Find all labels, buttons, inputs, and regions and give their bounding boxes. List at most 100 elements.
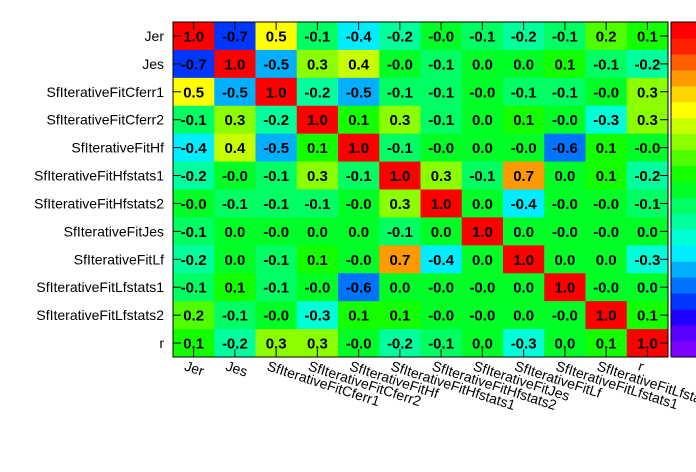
cell-value: 0.1 (596, 336, 617, 353)
cell-value: -0.1 (387, 140, 413, 157)
heatmap-cell (296, 77, 339, 107)
heatmap-cell (585, 301, 628, 330)
heatmap-cell (255, 133, 298, 163)
cell-value: 1.0 (389, 168, 410, 185)
color-scale-band (671, 341, 696, 358)
cell-value: -0.0 (263, 224, 289, 241)
heatmap-cell (544, 217, 586, 246)
heatmap-cell (338, 49, 380, 79)
cell-value: -0.2 (263, 112, 289, 129)
cell-value: 0.3 (307, 336, 328, 353)
cell-value: 0.3 (307, 56, 328, 73)
cell-value: 0.0 (472, 252, 493, 269)
heatmap-cell (379, 245, 421, 274)
heatmap-cell (214, 273, 256, 302)
cell-value: 0.0 (472, 56, 493, 73)
cell-value: -0.1 (428, 84, 454, 101)
heatmap-cell (503, 273, 545, 302)
heatmap-cell (338, 189, 380, 218)
cell-value: 0.0 (472, 112, 493, 129)
heatmap-cell (420, 133, 463, 163)
y-tick-label: SfIterativeFitHfstats2 (34, 195, 164, 211)
color-scale-band (671, 325, 696, 342)
cell-value: 0.1 (596, 168, 617, 185)
heatmap-cell (461, 105, 504, 135)
color-scale-band (671, 133, 696, 151)
heatmap-cell (338, 301, 380, 330)
heatmap-cell (255, 49, 298, 79)
cell-value: 0.0 (637, 280, 658, 297)
heatmap-cell (338, 105, 380, 135)
heatmap-cell (338, 273, 380, 302)
heatmap-cell (214, 49, 256, 79)
heatmap-cell (461, 161, 504, 190)
heatmap-cell (503, 77, 545, 107)
cell-value: 0.0 (348, 224, 369, 241)
y-tick-label: SfIterativeFitJes (64, 223, 164, 239)
cell-value: -0.4 (511, 196, 538, 213)
cell-value: -0.6 (346, 280, 372, 297)
x-tick-label: Jes (224, 358, 250, 380)
color-scale-band (671, 309, 696, 326)
cell-value-labels: 1.0 -0.7 0.5 -0.1 -0.4 -0.2 -0.0 -0.1 -0.2 -0.1 0.… (181, 28, 661, 352)
cell-value: -0.0 (634, 140, 660, 157)
cell-value: -0.1 (346, 168, 372, 185)
heatmap-cell (379, 161, 421, 190)
cell-value: -0.0 (469, 280, 495, 297)
cell-value: -0.0 (428, 308, 454, 325)
color-scale-band (671, 165, 696, 183)
cell-value: -0.0 (469, 84, 495, 101)
cell-value: -0.1 (552, 28, 578, 45)
cell-value: 0.3 (307, 168, 328, 185)
heatmap-cell (296, 301, 339, 330)
cell-value: 0.3 (389, 196, 410, 213)
heatmap-cell (296, 189, 339, 218)
heatmap-cell (420, 105, 463, 135)
cell-value: -0.1 (511, 84, 537, 101)
y-tick-label: r (159, 335, 164, 351)
color-scale-band (671, 181, 696, 198)
heatmap-cell (255, 245, 298, 274)
cell-value: 0.3 (266, 336, 287, 353)
y-tick-label: SfIterativeFitLfstats2 (36, 307, 164, 323)
heatmap-cell (379, 133, 421, 163)
cell-value: -0.1 (263, 196, 289, 213)
heatmap-cell (379, 217, 421, 246)
heatmap-cell (544, 133, 586, 163)
cell-value: 0.3 (637, 84, 658, 101)
heatmap-cell (338, 77, 380, 107)
heatmap-cell (420, 189, 463, 218)
cell-value: -0.0 (552, 224, 578, 241)
heatmap-cell (338, 161, 380, 190)
cell-value: -0.1 (387, 84, 413, 101)
cell-value: -0.0 (511, 140, 537, 157)
color-scale-band (671, 261, 696, 278)
cell-value: 1.0 (183, 28, 204, 45)
cell-value: -0.1 (181, 224, 207, 241)
heatmap-cell (296, 105, 339, 135)
cell-value: -0.1 (469, 168, 495, 185)
heatmap-cell (585, 189, 628, 218)
cell-value: -0.2 (387, 28, 413, 45)
heatmap-cell (420, 245, 463, 274)
heatmap-cell (585, 217, 628, 246)
cell-value: 0.0 (513, 308, 534, 325)
cell-value: -0.0 (387, 56, 413, 73)
cell-value: -0.5 (263, 140, 289, 157)
cell-value: -0.1 (634, 196, 660, 213)
heatmap-cells (173, 22, 669, 358)
cell-value: 0.2 (596, 28, 617, 45)
cell-value: -0.5 (222, 84, 248, 101)
heatmap-cell (255, 217, 298, 246)
heatmap-cell (255, 105, 298, 135)
cell-value: 0.3 (431, 168, 452, 185)
cell-value: 1.0 (431, 196, 452, 213)
plot-frame (172, 21, 669, 358)
color-scale-band (671, 197, 696, 214)
cell-value: -0.1 (181, 280, 207, 297)
x-tick-label: r (636, 358, 646, 375)
heatmap-cell (338, 133, 380, 163)
heatmap-cell (420, 273, 463, 302)
cell-value: -0.0 (552, 112, 578, 129)
heatmap-cell (296, 217, 339, 246)
